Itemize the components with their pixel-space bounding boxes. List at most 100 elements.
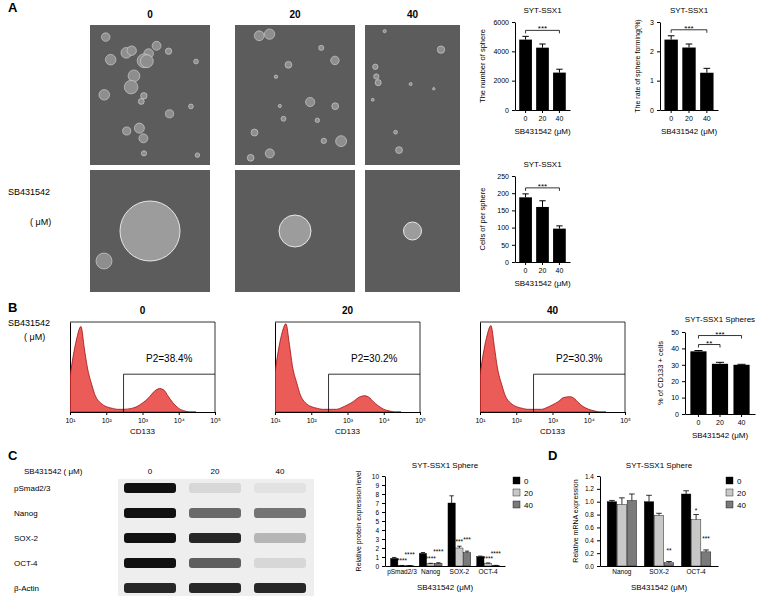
y-tick: 3 — [650, 19, 660, 26]
significance-label: * — [695, 507, 698, 514]
tick-mark — [382, 521, 385, 522]
legend-swatch — [513, 489, 520, 496]
tick-mark — [682, 348, 685, 349]
micrograph-background — [365, 170, 460, 292]
blot-header: SB431542 ( μM) — [24, 467, 83, 476]
tick-label: 0.8 — [585, 511, 594, 518]
tick-label: 0.0 — [585, 563, 594, 570]
sphere — [274, 75, 277, 78]
error-bar — [465, 551, 469, 552]
chart-title: SYT-SSX1 — [523, 160, 562, 169]
chart: 10¹10²10³10⁴10⁵P2=30.2%20CD133 — [270, 305, 425, 436]
tick-mark — [382, 539, 385, 540]
y-tick: 10 — [372, 473, 385, 480]
row-label: ( μM) — [24, 332, 45, 342]
sphere — [278, 104, 281, 107]
tick-mark — [512, 81, 515, 82]
tick-mark — [671, 110, 672, 113]
error-bar — [478, 556, 482, 557]
gate-line — [123, 374, 124, 412]
tick-mark — [179, 412, 180, 415]
tick-label: 10 — [671, 394, 679, 401]
bar — [492, 565, 499, 566]
tick-mark — [382, 494, 385, 495]
x-axis: 10¹10²10³10⁴10⁵ — [65, 412, 220, 424]
bar — [690, 351, 706, 414]
significance-label: *** — [538, 24, 547, 33]
sphere — [195, 153, 200, 158]
tick-label: 150 — [497, 207, 509, 214]
sphere — [165, 110, 173, 118]
legend-label: 40 — [524, 501, 533, 510]
y-tick: 0 — [505, 259, 515, 266]
y-tick: 50 — [501, 242, 515, 249]
error-bar — [668, 36, 675, 40]
tick-label: 10¹ — [270, 417, 281, 424]
bar — [553, 229, 566, 262]
tick-label: OCT-4 — [478, 568, 498, 575]
x-tick: 20 — [539, 110, 547, 122]
tick-mark — [420, 412, 421, 415]
tick-label: 20 — [539, 115, 547, 122]
micrograph — [90, 25, 210, 165]
sphere — [152, 41, 161, 50]
tick-label: 50 — [671, 329, 679, 336]
blot-band — [254, 533, 306, 543]
tick-mark — [512, 22, 515, 23]
blot-band — [189, 583, 241, 593]
bar — [398, 565, 405, 566]
tick-mark — [597, 489, 600, 490]
row-label: SB431542 — [8, 187, 50, 197]
significance-label: *** — [538, 182, 547, 191]
legend-label: 0 — [737, 477, 742, 486]
x-tick: pSmad2/3 — [387, 566, 417, 576]
x-axis-title: SB431542 (μM) — [692, 431, 749, 440]
histogram-area — [275, 324, 401, 412]
tick-label: 8 — [375, 491, 379, 498]
annotations: ****************************** — [397, 536, 501, 564]
y-tick: 4 — [375, 527, 385, 534]
blot-band — [124, 533, 176, 543]
tick-label: 100 — [497, 224, 509, 231]
axis-line — [685, 333, 686, 415]
tick-label: SOX-2 — [450, 568, 470, 575]
tick-label: 10¹ — [475, 417, 486, 424]
x-axis: 02040 — [516, 262, 571, 274]
tick-label: 10⁴ — [174, 417, 185, 424]
significance-label: ** — [706, 339, 712, 348]
chart-title: 20 — [342, 305, 354, 316]
legend-swatch — [513, 477, 520, 484]
plot-frame — [275, 322, 420, 412]
histogram-area — [70, 327, 196, 413]
bar — [617, 504, 626, 566]
y-axis: 01020304050 — [671, 329, 685, 418]
tick-label: 0.4 — [585, 537, 594, 544]
bar — [644, 502, 653, 566]
sphere — [96, 253, 112, 269]
tick-label: 1 — [375, 554, 379, 561]
blot-row-label: Nanog — [14, 509, 38, 518]
lane-label: 0 — [148, 467, 153, 476]
bar — [682, 48, 695, 110]
tick-mark — [597, 540, 600, 541]
sphere — [247, 154, 254, 161]
error-bar — [522, 194, 528, 197]
significance-label: **** — [491, 550, 502, 557]
tick-mark — [382, 485, 385, 486]
error-bar — [436, 562, 440, 564]
tick-label: 0.6 — [585, 524, 594, 531]
x-tick: OCT-4 — [478, 566, 498, 575]
x-axis-title: SB431542 (μM) — [514, 279, 571, 288]
tick-label: 0 — [524, 115, 528, 122]
error-bar — [656, 513, 662, 515]
tick-mark — [682, 398, 685, 399]
x-axis-title: CD133 — [335, 427, 360, 436]
sphere — [374, 74, 379, 79]
tick-label: 2000 — [493, 77, 509, 84]
tick-mark — [741, 414, 742, 417]
tick-mark — [597, 566, 600, 567]
tick-label: 1 — [650, 77, 654, 84]
blot-band — [124, 583, 176, 593]
bar — [456, 548, 463, 566]
tick-label: 0 — [505, 107, 509, 114]
